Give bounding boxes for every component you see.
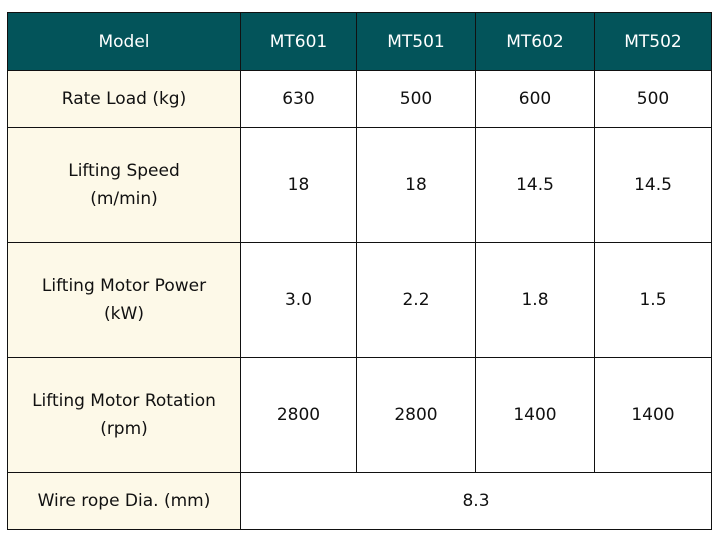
cell-value: 630 <box>240 70 357 128</box>
header-mt501: MT501 <box>356 12 476 71</box>
cell-value: 18 <box>356 127 476 243</box>
merged-cell-value: 8.3 <box>240 472 712 530</box>
cell-value: 1400 <box>475 357 595 473</box>
row-label-text: Lifting Speed (m/min) <box>68 161 180 209</box>
cell-value: 2800 <box>356 357 476 473</box>
cell-value: 2.2 <box>356 242 476 358</box>
header-model: Model <box>7 12 241 71</box>
cell-value: 3.0 <box>240 242 357 358</box>
cell-value: 14.5 <box>475 127 595 243</box>
header-mt601: MT601 <box>240 12 357 71</box>
cell-value: 500 <box>594 70 712 128</box>
table-row: Rate Load (kg) 630 500 600 500 <box>7 70 712 128</box>
cell-value: 1400 <box>594 357 712 473</box>
row-label-text: Lifting Motor Power (kW) <box>41 276 207 324</box>
table-row: Lifting Motor Power (kW) 3.0 2.2 1.8 1.5 <box>7 242 712 358</box>
header-mt502: MT502 <box>594 12 712 71</box>
spec-table: Model MT601 MT501 MT602 MT502 Rate Load … <box>7 12 712 530</box>
table-row: Wire rope Dia. (mm) 8.3 <box>7 472 712 530</box>
table-row: Lifting Motor Rotation (rpm) 2800 2800 1… <box>7 357 712 473</box>
row-label: Lifting Speed (m/min) <box>7 127 241 243</box>
row-label-text: Lifting Motor Rotation (rpm) <box>32 391 216 439</box>
cell-value: 2800 <box>240 357 357 473</box>
header-mt602: MT602 <box>475 12 595 71</box>
row-label: Lifting Motor Rotation (rpm) <box>7 357 241 473</box>
cell-value: 600 <box>475 70 595 128</box>
cell-value: 500 <box>356 70 476 128</box>
cell-value: 1.5 <box>594 242 712 358</box>
header-row: Model MT601 MT501 MT602 MT502 <box>7 12 712 71</box>
row-label: Wire rope Dia. (mm) <box>7 472 241 530</box>
row-label: Lifting Motor Power (kW) <box>7 242 241 358</box>
cell-value: 18 <box>240 127 357 243</box>
cell-value: 14.5 <box>594 127 712 243</box>
cell-value: 1.8 <box>475 242 595 358</box>
table-row: Lifting Speed (m/min) 18 18 14.5 14.5 <box>7 127 712 243</box>
row-label: Rate Load (kg) <box>7 70 241 128</box>
